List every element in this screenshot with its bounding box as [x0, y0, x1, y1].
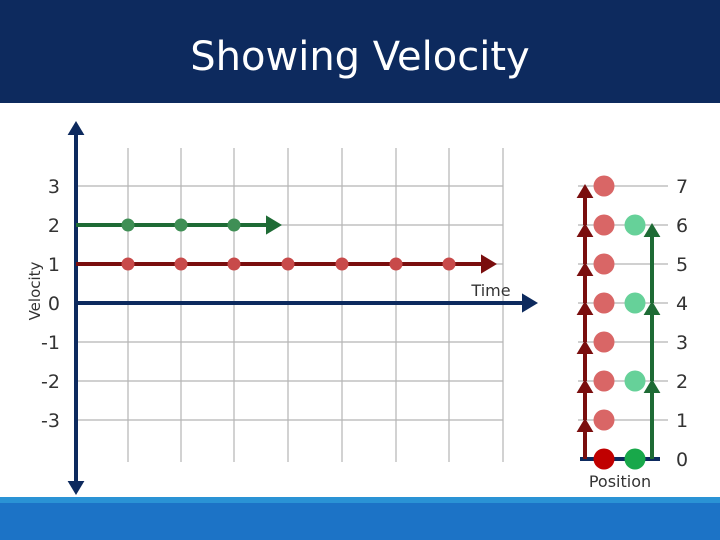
position-columns: [576, 175, 661, 470]
velocity-axis-arrow-down: [67, 481, 85, 495]
footer-strip: [0, 497, 720, 503]
position-step-arrow-head: [576, 223, 594, 237]
footer-bar: [0, 503, 720, 540]
position-tick-label: 2: [676, 371, 688, 393]
time-axis-arrow: [522, 293, 538, 313]
position-dot: [624, 214, 646, 236]
position-dot: [593, 409, 615, 431]
velocity-line-arrow: [481, 254, 497, 274]
position-axis-label: Position: [589, 472, 651, 491]
position-tick-label: 1: [676, 410, 688, 432]
velocity-dot: [121, 218, 135, 232]
position-dot: [593, 370, 615, 392]
position-step-arrow-head: [576, 301, 594, 315]
velocity-dot: [442, 257, 456, 271]
position-dot: [593, 292, 615, 314]
position-step-arrow-head: [576, 418, 594, 432]
position-tick-label: 0: [676, 449, 688, 471]
position-dot: [593, 175, 615, 197]
position-step-arrow-head: [643, 301, 661, 315]
position-step-arrow-head: [576, 262, 594, 276]
velocity-tick-label: -3: [41, 410, 60, 432]
position-tick-label: 7: [676, 176, 688, 198]
time-axis-label: Time: [470, 281, 510, 300]
velocity-series: [76, 215, 497, 274]
velocity-dot: [389, 257, 403, 271]
position-dot: [593, 214, 615, 236]
position-dot: [593, 331, 615, 353]
velocity-dot: [227, 257, 241, 271]
position-tick-label: 4: [676, 293, 688, 315]
velocity-dot: [281, 257, 295, 271]
labels: Velocity Time Position: [26, 261, 651, 491]
position-step-arrow-head: [576, 340, 594, 354]
position-tick-label: 6: [676, 215, 688, 237]
velocity-dot: [227, 218, 241, 232]
velocity-axis-arrow-up: [67, 121, 85, 135]
velocity-dot: [174, 218, 188, 232]
position-step-arrow-head: [643, 223, 661, 237]
position-step-arrow-head: [576, 184, 594, 198]
velocity-line-arrow: [266, 215, 282, 235]
position-step-arrow-head: [643, 379, 661, 393]
position-dot: [624, 448, 646, 470]
position-dot: [593, 448, 615, 470]
velocity-axis-label: Velocity: [26, 261, 44, 320]
position-dot: [624, 370, 646, 392]
velocity-dot: [174, 257, 188, 271]
velocity-dot: [335, 257, 349, 271]
velocity-axes: [67, 121, 538, 495]
velocity-tick-label: -1: [41, 332, 60, 354]
velocity-tick-label: 1: [48, 254, 60, 276]
position-dot: [624, 292, 646, 314]
velocity-tick-label: 0: [48, 293, 60, 315]
position-tick-label: 3: [676, 332, 688, 354]
velocity-tick-label: 3: [48, 176, 60, 198]
position-tick-label: 5: [676, 254, 688, 276]
velocity-tick-label: -2: [41, 371, 60, 393]
slide-title: Showing Velocity: [190, 34, 530, 80]
velocity-dot: [121, 257, 135, 271]
title-bar: Showing Velocity: [0, 0, 720, 103]
velocity-tick-label: 2: [48, 215, 60, 237]
position-dot: [593, 253, 615, 275]
position-step-arrow-head: [576, 379, 594, 393]
